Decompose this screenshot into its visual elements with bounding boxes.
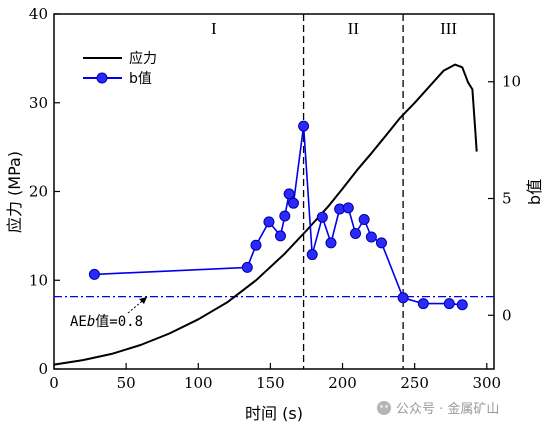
x-tick-label: 100 — [184, 374, 213, 392]
b-value-point — [358, 214, 370, 226]
b-value-point — [456, 299, 468, 311]
legend-bvalue-label: b值 — [129, 71, 152, 87]
b-value-point — [342, 202, 354, 214]
b-value-point — [365, 231, 377, 243]
x-axis-title: 时间 (s) — [245, 404, 303, 423]
b-value-point — [250, 239, 262, 251]
b-value-point — [350, 228, 362, 240]
legend-bvalue-marker — [96, 72, 108, 84]
legend: 应力 b值 — [83, 50, 157, 87]
b-value-point — [306, 249, 318, 261]
b-value-line — [94, 125, 463, 306]
wechat-icon-eye-left — [380, 405, 383, 408]
y-left-tick-label: 0 — [38, 360, 48, 378]
y-left-tick-label: 30 — [29, 94, 48, 112]
x-tick-label: 250 — [400, 374, 429, 392]
annotation-arrow-head — [139, 297, 147, 304]
region-label: I — [211, 19, 217, 38]
wechat-icon-eye-right — [385, 405, 388, 408]
y-right-tick-label: 10 — [502, 73, 521, 91]
b-value-point — [397, 292, 409, 304]
b-value-point — [298, 120, 310, 132]
ticks: 0 50 100 150 200 250 300 0 10 20 30 40 0 5 10 — [29, 5, 521, 392]
b-value-point — [287, 197, 299, 209]
b-value-point — [263, 216, 275, 228]
b-value-point — [274, 230, 286, 242]
b-value-point — [325, 237, 337, 249]
watermark-text: 公众号 · 金属矿山 — [396, 401, 499, 417]
reference-label: AEb值=0.8 — [70, 314, 143, 330]
reference-annotation: AEb值=0.8 — [70, 296, 148, 330]
x-tick-label: 200 — [328, 374, 357, 392]
b-value-point — [316, 211, 328, 223]
legend-stress-label: 应力 — [129, 50, 157, 67]
x-tick-label: 50 — [117, 374, 136, 392]
b-value-point — [283, 188, 295, 200]
y-left-tick-label: 20 — [29, 183, 48, 201]
b-value-point — [375, 237, 387, 249]
series-group — [53, 63, 478, 366]
x-tick-label: 0 — [49, 374, 59, 392]
b-value-point — [88, 268, 100, 280]
x-tick-label: 150 — [256, 374, 285, 392]
b-value-point — [279, 210, 291, 222]
region-label: II — [348, 19, 360, 38]
y-right-tick-label: 5 — [502, 190, 512, 208]
y-axis-left-title: 应力 (MPa) — [5, 151, 24, 233]
watermark: 公众号 · 金属矿山 — [377, 401, 499, 417]
b-value-point — [443, 298, 455, 310]
b-value-point — [241, 261, 253, 273]
y-right-tick-label: 0 — [502, 306, 512, 324]
b-value-point — [417, 298, 429, 310]
regions: I II III — [211, 14, 457, 369]
y-axis-right-title: b值 — [525, 179, 544, 205]
x-tick-label: 300 — [472, 374, 501, 392]
wechat-icon — [377, 401, 391, 415]
region-label: III — [440, 19, 457, 38]
stress-curve — [53, 63, 478, 366]
y-left-tick-label: 40 — [29, 5, 48, 23]
y-left-tick-label: 10 — [29, 271, 48, 289]
